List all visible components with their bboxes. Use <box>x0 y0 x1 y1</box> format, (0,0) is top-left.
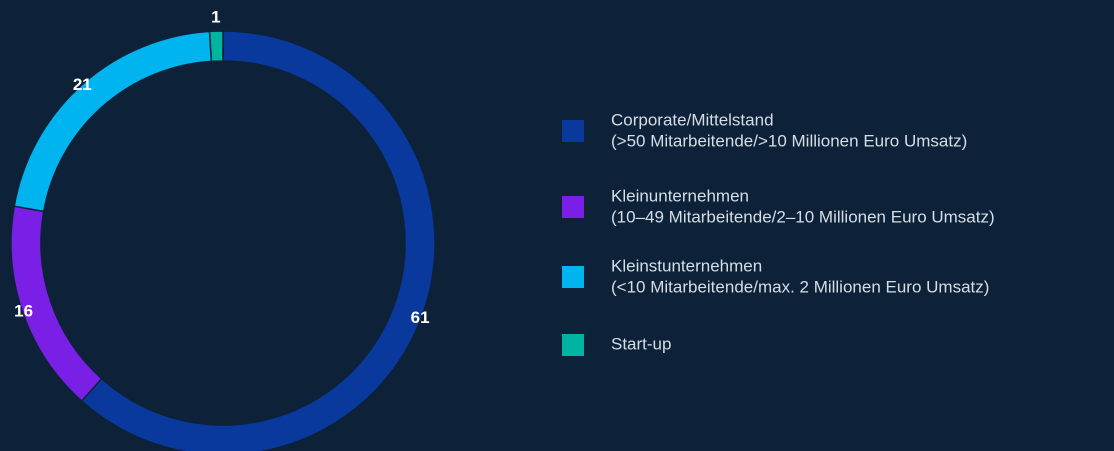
legend-label: Corporate/Mittelstand <box>611 110 774 129</box>
donut-segment <box>13 30 213 213</box>
data-label: 21 <box>73 75 92 94</box>
legend-description: (>50 Mitarbeitende/>10 Millionen Euro Um… <box>611 131 967 150</box>
legend-description: (10–49 Mitarbeitende/2–10 Millionen Euro… <box>611 207 995 226</box>
legend-label: Kleinunternehmen <box>611 186 749 205</box>
donut-segment <box>208 30 224 63</box>
legend-label: Kleinstunternehmen <box>611 256 762 275</box>
data-label: 61 <box>411 308 430 327</box>
legend-swatch <box>562 120 584 142</box>
legend-label: Start-up <box>611 334 671 353</box>
legend-swatch <box>562 334 584 356</box>
donut-segment <box>80 30 436 451</box>
legend-swatch <box>562 266 584 288</box>
data-label: 1 <box>211 8 220 27</box>
data-label: 16 <box>14 301 33 320</box>
legend-swatch <box>562 196 584 218</box>
legend-description: (<10 Mitarbeitende/max. 2 Millionen Euro… <box>611 277 989 296</box>
